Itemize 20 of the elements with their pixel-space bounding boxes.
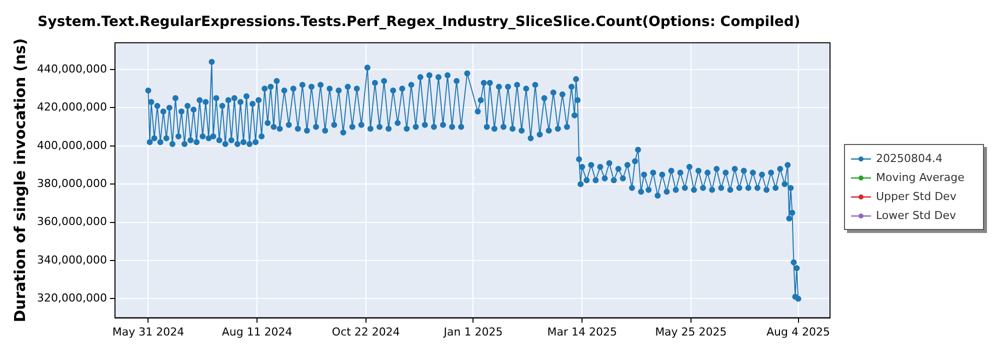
y-tick-label: 340,000,000 — [36, 253, 107, 266]
legend-label: Moving Average — [876, 171, 964, 184]
legend-label: Lower Std Dev — [876, 209, 956, 222]
x-tick-label: May 31 2024 — [112, 325, 184, 338]
x-tick-label: Jan 1 2025 — [442, 325, 503, 338]
x-tick-label: Mar 14 2025 — [547, 325, 617, 338]
y-tick-label: 440,000,000 — [36, 62, 107, 76]
y-axis-title: Duration of single invocation (ns) — [10, 38, 29, 322]
y-tick-label: 400,000,000 — [36, 138, 107, 152]
y-tick-label: 320,000,000 — [36, 292, 107, 305]
x-tick-label: May 25 2025 — [655, 325, 727, 338]
legend-label: Upper Std Dev — [876, 190, 956, 203]
y-tick-label: 380,000,000 — [36, 176, 107, 190]
x-tick-label: Aug 11 2024 — [222, 325, 292, 338]
y-tick-label: 420,000,000 — [36, 100, 107, 114]
y-tick-label: 360,000,000 — [36, 215, 107, 228]
x-tick-label: Oct 22 2024 — [332, 325, 400, 338]
x-tick-label: Aug 4 2025 — [766, 325, 830, 338]
chart-title: System.Text.RegularExpressions.Tests.Perf_Regex_Industry_SliceSlice.Count(Options: Compiled) — [38, 14, 800, 30]
legend-label: 20250804.4 — [876, 152, 942, 165]
